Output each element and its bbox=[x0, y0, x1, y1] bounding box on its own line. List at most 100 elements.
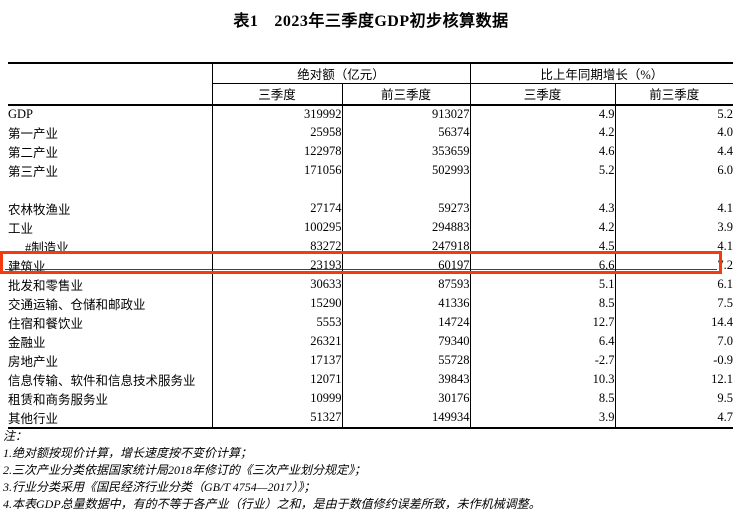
cell-abs-q3: 15290 bbox=[211, 294, 342, 314]
cell-abs-q3: 5553 bbox=[211, 313, 342, 333]
cell-abs-f3q: 247918 bbox=[341, 237, 471, 257]
cell-abs-q3 bbox=[211, 180, 342, 200]
cell-abs-f3q: 294883 bbox=[341, 218, 471, 238]
table-row: 农林牧渔业 27174 59273 4.3 4.1 bbox=[8, 199, 734, 219]
table-row: 第二产业 122978 353659 4.6 4.4 bbox=[8, 142, 734, 162]
cell-gr-q3: 5.2 bbox=[469, 161, 616, 181]
table-row: #制造业 83272 247918 4.5 4.1 bbox=[8, 237, 734, 257]
corner-cell bbox=[8, 63, 212, 106]
cell-gr-q3: 4.9 bbox=[469, 104, 616, 124]
table-row: 住宿和餐饮业 5553 14724 12.7 14.4 bbox=[8, 313, 734, 333]
table-title: 表1 2023年三季度GDP初步核算数据 bbox=[0, 7, 742, 31]
row-label: 批发和零售业 bbox=[8, 279, 84, 294]
cell-abs-f3q: 913027 bbox=[341, 104, 471, 124]
cell-abs-f3q bbox=[341, 180, 471, 200]
cell-gr-q3: -2.7 bbox=[469, 351, 616, 371]
cell-gr-q3: 4.2 bbox=[469, 218, 616, 238]
subheader-abs-f3q: 前三季度 bbox=[341, 83, 471, 106]
table-row: 租赁和商务服务业 10999 30176 8.5 9.5 bbox=[8, 389, 734, 409]
row-label: 第二产业 bbox=[8, 146, 59, 161]
subheader-gr-q3: 三季度 bbox=[469, 83, 616, 106]
row-label: 第一产业 bbox=[8, 127, 59, 142]
cell-abs-q3: 25958 bbox=[211, 123, 342, 143]
table-number: 表1 bbox=[233, 13, 259, 30]
notes-label: 注： bbox=[3, 429, 28, 443]
cell-gr-f3q: 5.2 bbox=[614, 104, 734, 124]
cell-gr-q3: 8.5 bbox=[469, 294, 616, 314]
cell-abs-f3q: 55728 bbox=[341, 351, 471, 371]
cell-abs-f3q: 149934 bbox=[341, 408, 471, 430]
cell-gr-q3: 8.5 bbox=[469, 389, 616, 409]
table-row: 工业 100295 294883 4.2 3.9 bbox=[8, 218, 734, 238]
cell-gr-q3: 3.9 bbox=[469, 408, 616, 430]
table-title-text: 2023年三季度GDP初步核算数据 bbox=[274, 13, 509, 30]
cell-abs-q3: 12071 bbox=[211, 370, 342, 390]
cell-gr-f3q: 4.0 bbox=[614, 123, 734, 143]
cell-abs-q3: 83272 bbox=[211, 237, 342, 257]
cell-abs-q3: 30633 bbox=[211, 275, 342, 295]
row-label: 其他行业 bbox=[8, 408, 212, 430]
row-label: 建筑业 bbox=[8, 260, 46, 275]
row-label: #制造业 bbox=[25, 241, 69, 256]
row-label: 信息传输、软件和信息技术服务业 bbox=[8, 374, 196, 389]
table-row: 交通运输、仓储和邮政业 15290 41336 8.5 7.5 bbox=[8, 294, 734, 314]
table-row: 房地产业 17137 55728 -2.7 -0.9 bbox=[8, 351, 734, 371]
cell-gr-q3: 4.5 bbox=[469, 237, 616, 257]
cell-gr-q3: 6.4 bbox=[469, 332, 616, 352]
table-row-highlighted: 建筑业 23193 60197 6.6 7.2 bbox=[8, 256, 734, 276]
cell-abs-f3q: 14724 bbox=[341, 313, 471, 333]
table-row: 信息传输、软件和信息技术服务业 12071 39843 10.3 12.1 bbox=[8, 370, 734, 390]
table-row: 金融业 26321 79340 6.4 7.0 bbox=[8, 332, 734, 352]
header-sub-row: 三季度 前三季度 三季度 前三季度 bbox=[8, 83, 734, 106]
header-group-row: 绝对额（亿元） 比上年同期增长（%） bbox=[8, 63, 734, 106]
note-item: 4.本表GDP总量数据中，有的不等于各产业（行业）之和，是由于数值修约误差所致，… bbox=[3, 497, 541, 511]
table-row: 第一产业 25958 56374 4.2 4.0 bbox=[8, 123, 734, 143]
cell-abs-q3: 27174 bbox=[211, 199, 342, 219]
table-row: 其他行业 51327 149934 3.9 4.7 bbox=[8, 408, 734, 430]
row-label: 住宿和餐饮业 bbox=[8, 317, 84, 332]
subheader-abs-q3: 三季度 bbox=[211, 83, 342, 106]
cell-gr-f3q: 4.1 bbox=[614, 237, 734, 257]
row-label: 房地产业 bbox=[8, 355, 59, 370]
cell-abs-q3: 51327 bbox=[211, 408, 342, 430]
cell-abs-q3: 100295 bbox=[211, 218, 342, 238]
table-row: GDP 319992 913027 4.9 5.2 bbox=[8, 104, 734, 124]
cell-gr-q3: 6.6 bbox=[469, 256, 616, 276]
cell-abs-f3q: 353659 bbox=[341, 142, 471, 162]
cell-gr-q3: 4.6 bbox=[469, 142, 616, 162]
cell-abs-q3: 26321 bbox=[211, 332, 342, 352]
cell-gr-f3q: 7.2 bbox=[614, 256, 734, 276]
row-label: 交通运输、仓储和邮政业 bbox=[8, 298, 146, 313]
cell-abs-q3: 122978 bbox=[211, 142, 342, 162]
cell-gr-f3q: 4.4 bbox=[614, 142, 734, 162]
note-item: 3.行业分类采用《国民经济行业分类（GB/T 4754—2017）》； bbox=[3, 480, 316, 494]
subheader-gr-f3q: 前三季度 bbox=[614, 83, 734, 106]
cell-gr-q3: 10.3 bbox=[469, 370, 616, 390]
table-row: 第三产业 171056 502993 5.2 6.0 bbox=[8, 161, 734, 181]
cell-gr-q3: 4.3 bbox=[469, 199, 616, 219]
cell-abs-f3q: 59273 bbox=[341, 199, 471, 219]
note-item: 1.绝对额按现价计算，增长速度按不变价计算； bbox=[3, 446, 253, 460]
cell-gr-f3q: 14.4 bbox=[614, 313, 734, 333]
cell-abs-f3q: 41336 bbox=[341, 294, 471, 314]
cell-abs-f3q: 60197 bbox=[341, 256, 471, 276]
group-header-absolute: 绝对额（亿元） bbox=[211, 63, 471, 84]
row-label: 农林牧渔业 bbox=[8, 203, 71, 218]
note-item: 2.三次产业分类依据国家统计局2018年修订的《三次产业划分规定》； bbox=[3, 463, 367, 477]
cell-gr-f3q: 7.5 bbox=[614, 294, 734, 314]
row-label: 金融业 bbox=[8, 336, 46, 351]
row-label bbox=[8, 180, 212, 199]
cell-abs-f3q: 30176 bbox=[341, 389, 471, 409]
gdp-table: 绝对额（亿元） 比上年同期增长（%） 三季度 前三季度 三季度 前三季度 GDP… bbox=[8, 62, 734, 430]
cell-gr-q3: 12.7 bbox=[469, 313, 616, 333]
cell-gr-f3q: 7.0 bbox=[614, 332, 734, 352]
cell-gr-q3 bbox=[469, 180, 616, 200]
cell-abs-f3q: 79340 bbox=[341, 332, 471, 352]
cell-abs-q3: 10999 bbox=[211, 389, 342, 409]
cell-abs-q3: 319992 bbox=[211, 104, 342, 124]
cell-abs-f3q: 39843 bbox=[341, 370, 471, 390]
table-row: 批发和零售业 30633 87593 5.1 6.1 bbox=[8, 275, 734, 295]
cell-gr-f3q: 6.0 bbox=[614, 161, 734, 181]
cell-gr-f3q bbox=[614, 180, 734, 200]
